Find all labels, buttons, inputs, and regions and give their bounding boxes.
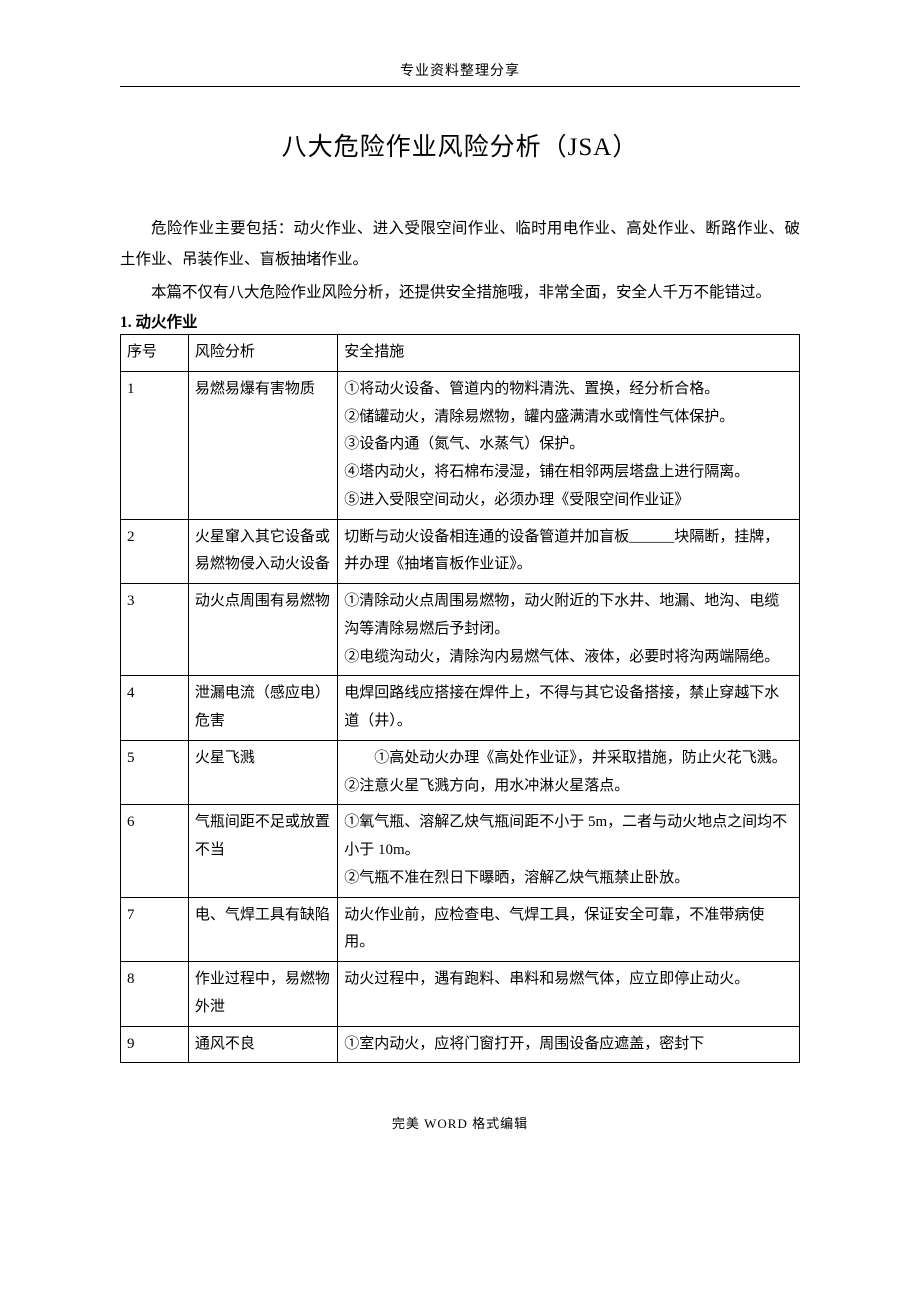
cell-risk: 通风不良 [188, 1026, 337, 1063]
table-row: 6 气瓶间距不足或放置不当 ①氧气瓶、溶解乙炔气瓶间距不小于 5m，二者与动火地… [121, 805, 800, 897]
cell-seq: 6 [121, 805, 189, 897]
cell-seq: 5 [121, 740, 189, 805]
table-row: 8 作业过程中，易燃物外泄 动火过程中，遇有跑料、串料和易燃气体，应立即停止动火… [121, 962, 800, 1027]
intro-paragraph-1: 危险作业主要包括：动火作业、进入受限空间作业、临时用电作业、高处作业、断路作业、… [120, 213, 800, 275]
table-row: 1 易燃易爆有害物质 ①将动火设备、管道内的物料清洗、置换，经分析合格。②储罐动… [121, 371, 800, 519]
cell-measure: 电焊回路线应搭接在焊件上，不得与其它设备搭接，禁止穿越下水道（井）。 [338, 676, 800, 741]
cell-measure: 切断与动火设备相连通的设备管道并加盲板______块隔断，挂牌，并办理《抽堵盲板… [338, 519, 800, 584]
cell-measure: ①氧气瓶、溶解乙炔气瓶间距不小于 5m，二者与动火地点之间均不小于 10m。②气… [338, 805, 800, 897]
cell-risk: 易燃易爆有害物质 [188, 371, 337, 519]
cell-measure: 动火过程中，遇有跑料、串料和易燃气体，应立即停止动火。 [338, 962, 800, 1027]
cell-measure: ①高处动火办理《高处作业证》，并采取措施，防止火花飞溅。②注意火星飞溅方向，用水… [338, 740, 800, 805]
cell-measure: ①将动火设备、管道内的物料清洗、置换，经分析合格。②储罐动火，清除易燃物，罐内盛… [338, 371, 800, 519]
cell-risk: 电、气焊工具有缺陷 [188, 897, 337, 962]
table-row: 5 火星飞溅 ①高处动火办理《高处作业证》，并采取措施，防止火花飞溅。②注意火星… [121, 740, 800, 805]
cell-measure: ①清除动火点周围易燃物，动火附近的下水井、地漏、地沟、电缆沟等清除易燃后予封闭。… [338, 584, 800, 676]
cell-seq: 9 [121, 1026, 189, 1063]
cell-seq: 7 [121, 897, 189, 962]
header-label: 专业资料整理分享 [120, 60, 800, 86]
risk-analysis-table: 序号 风险分析 安全措施 1 易燃易爆有害物质 ①将动火设备、管道内的物料清洗、… [120, 334, 800, 1063]
cell-seq: 4 [121, 676, 189, 741]
table-row: 2 火星窜入其它设备或易燃物侵入动火设备 切断与动火设备相连通的设备管道并加盲板… [121, 519, 800, 584]
cell-seq: 2 [121, 519, 189, 584]
cell-risk: 气瓶间距不足或放置不当 [188, 805, 337, 897]
cell-risk: 泄漏电流（感应电）危害 [188, 676, 337, 741]
table-row: 3 动火点周围有易燃物 ①清除动火点周围易燃物，动火附近的下水井、地漏、地沟、电… [121, 584, 800, 676]
cell-risk: 作业过程中，易燃物外泄 [188, 962, 337, 1027]
col-header-measure: 安全措施 [338, 335, 800, 372]
col-header-seq: 序号 [121, 335, 189, 372]
header-divider [120, 86, 800, 87]
intro-paragraph-2: 本篇不仅有八大危险作业风险分析，还提供安全措施哦，非常全面，安全人千万不能错过。 [120, 277, 800, 308]
cell-risk: 火星窜入其它设备或易燃物侵入动火设备 [188, 519, 337, 584]
cell-risk: 火星飞溅 [188, 740, 337, 805]
cell-measure: 动火作业前，应检查电、气焊工具，保证安全可靠，不准带病使用。 [338, 897, 800, 962]
footer-label: 完美 WORD 格式编辑 [120, 1113, 800, 1132]
table-row: 9 通风不良 ①室内动火，应将门窗打开，周围设备应遮盖，密封下 [121, 1026, 800, 1063]
table-body: 1 易燃易爆有害物质 ①将动火设备、管道内的物料清洗、置换，经分析合格。②储罐动… [121, 371, 800, 1063]
table-header-row: 序号 风险分析 安全措施 [121, 335, 800, 372]
cell-measure: ①室内动火，应将门窗打开，周围设备应遮盖，密封下 [338, 1026, 800, 1063]
table-row: 7 电、气焊工具有缺陷 动火作业前，应检查电、气焊工具，保证安全可靠，不准带病使… [121, 897, 800, 962]
page-title: 八大危险作业风险分析（JSA） [120, 127, 800, 163]
cell-seq: 1 [121, 371, 189, 519]
table-row: 4 泄漏电流（感应电）危害 电焊回路线应搭接在焊件上，不得与其它设备搭接，禁止穿… [121, 676, 800, 741]
cell-seq: 3 [121, 584, 189, 676]
cell-seq: 8 [121, 962, 189, 1027]
section-heading: 1. 动火作业 [120, 310, 800, 332]
col-header-risk: 风险分析 [188, 335, 337, 372]
cell-risk: 动火点周围有易燃物 [188, 584, 337, 676]
